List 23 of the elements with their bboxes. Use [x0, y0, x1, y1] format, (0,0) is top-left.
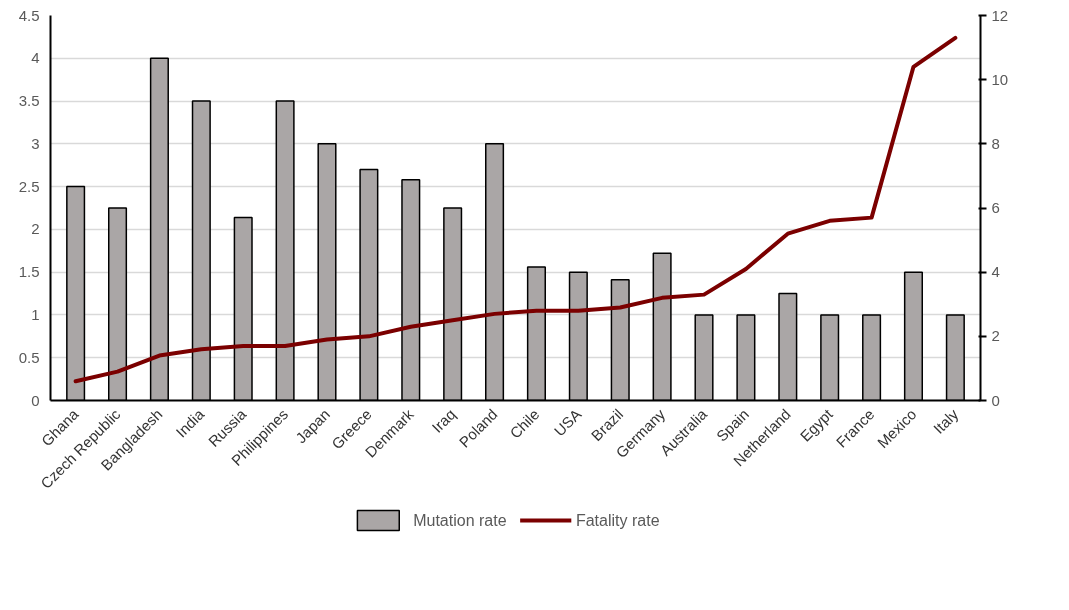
y-tick-label: 4.5	[18, 6, 40, 24]
y-tick-label: 3.5	[18, 92, 40, 110]
y2-tick-label: 0	[991, 391, 1000, 409]
legend-label: Fatality rate	[575, 512, 660, 529]
y-tick-label: 4	[31, 49, 40, 67]
y2-tick-label: 6	[991, 199, 1000, 216]
y2-tick-label: 4	[991, 263, 1000, 281]
x-tick-label: Iraq	[428, 405, 459, 436]
y2-tick-label: 2	[991, 327, 1000, 345]
y-tick-label: 1	[31, 305, 40, 323]
y2-tick-label: 8	[991, 134, 1000, 152]
x-tick-label: Italy	[929, 405, 962, 437]
y-tick-label: 2.5	[18, 177, 40, 195]
legend-label: Mutation rate	[413, 512, 507, 529]
y-tick-label: 0	[31, 391, 40, 409]
x-tick-label: USA	[550, 405, 585, 440]
line-series	[73, 35, 958, 384]
y-tick-label: 1.5	[18, 263, 40, 281]
y2-tick-label: 12	[991, 6, 1009, 24]
y-tick-label: 2	[31, 220, 40, 238]
y2-tick-label: 10	[991, 70, 1009, 88]
y-tick-label: 0.5	[18, 348, 40, 366]
y-tick-label: 3	[31, 134, 40, 152]
